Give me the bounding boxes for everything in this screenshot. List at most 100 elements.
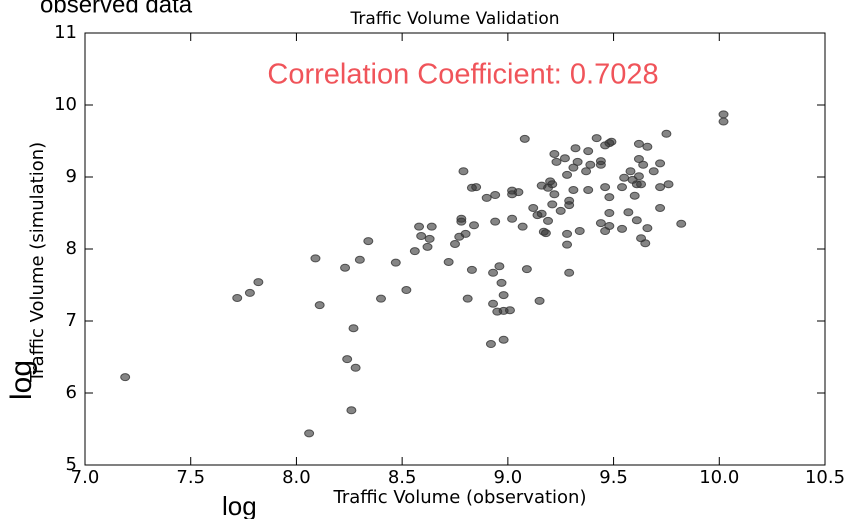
y-tick-label: 7 bbox=[66, 310, 77, 331]
annotation: Correlation Coefficient: 0.7028 bbox=[267, 59, 658, 91]
point bbox=[471, 183, 482, 192]
point bbox=[253, 278, 264, 287]
y-tick-label: 5 bbox=[66, 454, 77, 475]
point bbox=[310, 254, 321, 263]
point bbox=[488, 268, 499, 277]
point bbox=[120, 373, 131, 382]
point bbox=[350, 363, 361, 372]
point bbox=[547, 180, 558, 189]
point bbox=[606, 137, 617, 146]
point bbox=[629, 191, 640, 200]
point bbox=[617, 224, 628, 233]
point bbox=[655, 203, 666, 212]
x-label-prefix: log bbox=[222, 491, 257, 519]
y-tick-label: 8 bbox=[66, 238, 77, 259]
point bbox=[604, 221, 615, 230]
x-tick-label: 7.5 bbox=[176, 467, 205, 488]
y-tick-label: 9 bbox=[66, 166, 77, 187]
caption: observed data bbox=[40, 0, 193, 18]
point bbox=[547, 200, 558, 209]
point bbox=[623, 208, 634, 217]
point bbox=[460, 229, 471, 238]
point bbox=[504, 306, 515, 315]
x-label: Traffic Volume (observation) bbox=[333, 487, 587, 508]
point bbox=[595, 157, 606, 166]
point bbox=[409, 247, 420, 256]
point bbox=[450, 239, 460, 248]
point bbox=[600, 183, 611, 192]
point bbox=[642, 142, 653, 151]
point bbox=[591, 134, 602, 143]
point bbox=[718, 110, 729, 119]
point bbox=[376, 294, 386, 303]
point bbox=[456, 214, 467, 223]
point bbox=[559, 154, 570, 163]
point bbox=[595, 219, 606, 228]
point bbox=[564, 268, 575, 277]
point bbox=[401, 286, 412, 295]
point bbox=[718, 117, 729, 126]
point bbox=[543, 216, 554, 225]
point bbox=[422, 242, 433, 251]
point bbox=[551, 157, 562, 166]
point bbox=[572, 157, 583, 166]
point bbox=[340, 263, 351, 272]
point bbox=[583, 185, 594, 194]
x-tick-label: 10.0 bbox=[699, 467, 739, 488]
point bbox=[604, 193, 615, 202]
plot-frame bbox=[84, 32, 826, 466]
point bbox=[555, 206, 566, 215]
x-tick-label: 9.0 bbox=[494, 467, 523, 488]
point bbox=[568, 163, 579, 172]
point bbox=[583, 147, 594, 156]
point bbox=[581, 167, 592, 176]
point bbox=[617, 183, 628, 192]
point bbox=[414, 222, 425, 231]
point bbox=[619, 173, 630, 182]
y-tick-label: 11 bbox=[54, 22, 77, 43]
point bbox=[521, 265, 532, 274]
point bbox=[661, 129, 672, 138]
point bbox=[498, 335, 509, 344]
y-label-prefix: log bbox=[5, 360, 38, 400]
point bbox=[638, 160, 649, 169]
point bbox=[562, 229, 573, 238]
point bbox=[528, 203, 539, 212]
x-tick-label: 9.5 bbox=[599, 467, 628, 488]
point bbox=[633, 139, 644, 148]
point bbox=[469, 221, 480, 230]
point bbox=[485, 340, 496, 349]
point bbox=[498, 291, 509, 300]
point bbox=[648, 167, 659, 176]
point bbox=[564, 201, 575, 210]
point bbox=[540, 229, 551, 238]
point bbox=[574, 227, 585, 235]
point bbox=[633, 155, 644, 163]
point bbox=[549, 149, 560, 158]
point bbox=[416, 232, 427, 241]
point bbox=[534, 296, 545, 305]
point bbox=[536, 209, 547, 218]
point bbox=[517, 222, 528, 231]
point bbox=[232, 293, 243, 302]
point bbox=[513, 188, 524, 197]
point bbox=[354, 255, 365, 264]
point bbox=[346, 406, 357, 415]
point bbox=[585, 160, 596, 169]
point bbox=[424, 234, 435, 243]
point bbox=[496, 278, 507, 287]
y-tick-label: 10 bbox=[54, 94, 77, 115]
point bbox=[519, 134, 530, 143]
x-tick-label: 7.0 bbox=[71, 467, 100, 488]
point bbox=[604, 209, 615, 217]
point bbox=[568, 185, 579, 194]
point bbox=[663, 180, 674, 189]
point bbox=[363, 237, 374, 246]
point bbox=[314, 301, 325, 310]
point bbox=[458, 167, 469, 176]
point bbox=[490, 191, 501, 199]
chart-title: Traffic Volume Validation bbox=[349, 9, 559, 29]
point bbox=[390, 258, 401, 267]
point bbox=[562, 240, 573, 249]
point bbox=[640, 239, 651, 248]
